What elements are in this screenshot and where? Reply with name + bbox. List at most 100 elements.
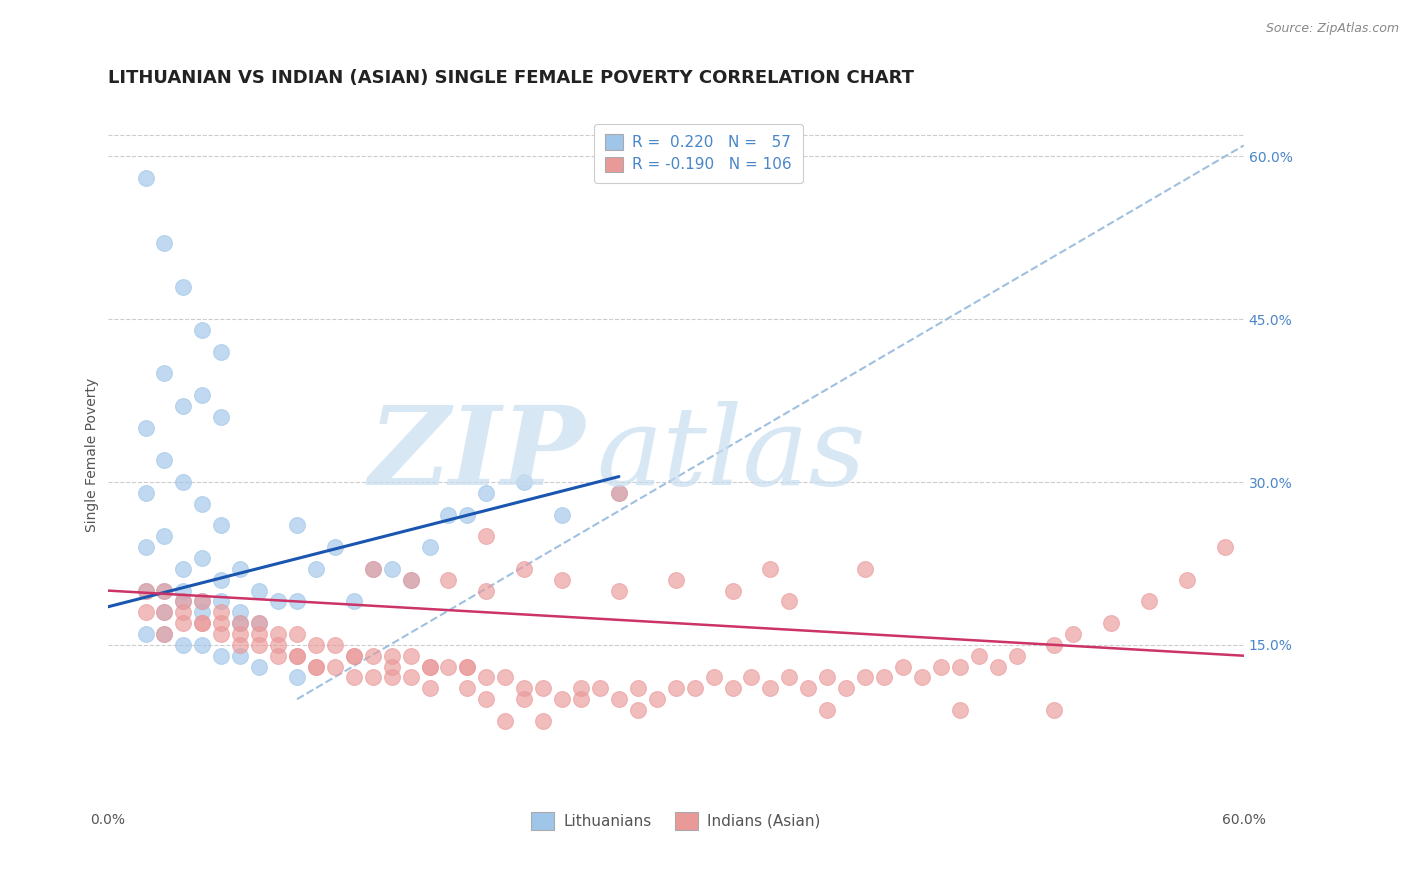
- Point: [1043, 703, 1066, 717]
- Point: [437, 508, 460, 522]
- Point: [153, 529, 176, 543]
- Point: [399, 670, 422, 684]
- Point: [665, 573, 688, 587]
- Point: [551, 692, 574, 706]
- Point: [1213, 540, 1236, 554]
- Point: [343, 648, 366, 663]
- Point: [419, 659, 441, 673]
- Point: [323, 659, 346, 673]
- Point: [721, 583, 744, 598]
- Point: [361, 670, 384, 684]
- Point: [759, 681, 782, 696]
- Point: [191, 497, 214, 511]
- Point: [191, 616, 214, 631]
- Point: [740, 670, 762, 684]
- Point: [153, 236, 176, 251]
- Point: [475, 670, 498, 684]
- Point: [551, 573, 574, 587]
- Point: [267, 627, 290, 641]
- Point: [873, 670, 896, 684]
- Point: [229, 616, 252, 631]
- Point: [967, 648, 990, 663]
- Point: [645, 692, 668, 706]
- Point: [456, 508, 478, 522]
- Point: [191, 388, 214, 402]
- Point: [607, 692, 630, 706]
- Point: [399, 573, 422, 587]
- Point: [153, 627, 176, 641]
- Point: [361, 648, 384, 663]
- Point: [209, 605, 232, 619]
- Point: [191, 605, 214, 619]
- Point: [513, 562, 536, 576]
- Point: [247, 638, 270, 652]
- Point: [285, 594, 308, 608]
- Point: [949, 703, 972, 717]
- Point: [209, 616, 232, 631]
- Point: [381, 648, 404, 663]
- Y-axis label: Single Female Poverty: Single Female Poverty: [86, 377, 100, 532]
- Point: [285, 670, 308, 684]
- Point: [229, 638, 252, 652]
- Point: [797, 681, 820, 696]
- Point: [627, 703, 650, 717]
- Point: [134, 171, 156, 186]
- Point: [361, 562, 384, 576]
- Point: [172, 562, 194, 576]
- Text: Source: ZipAtlas.com: Source: ZipAtlas.com: [1265, 22, 1399, 36]
- Point: [172, 594, 194, 608]
- Text: LITHUANIAN VS INDIAN (ASIAN) SINGLE FEMALE POVERTY CORRELATION CHART: LITHUANIAN VS INDIAN (ASIAN) SINGLE FEMA…: [108, 69, 914, 87]
- Point: [399, 648, 422, 663]
- Point: [607, 486, 630, 500]
- Point: [134, 540, 156, 554]
- Point: [381, 562, 404, 576]
- Point: [153, 453, 176, 467]
- Point: [285, 627, 308, 641]
- Point: [419, 659, 441, 673]
- Point: [1062, 627, 1084, 641]
- Point: [1099, 616, 1122, 631]
- Point: [778, 670, 800, 684]
- Point: [209, 627, 232, 641]
- Point: [437, 659, 460, 673]
- Point: [323, 638, 346, 652]
- Point: [815, 670, 838, 684]
- Point: [209, 573, 232, 587]
- Point: [267, 648, 290, 663]
- Point: [343, 594, 366, 608]
- Point: [267, 594, 290, 608]
- Point: [191, 616, 214, 631]
- Point: [191, 638, 214, 652]
- Point: [1005, 648, 1028, 663]
- Point: [172, 638, 194, 652]
- Point: [494, 670, 516, 684]
- Point: [191, 594, 214, 608]
- Point: [191, 594, 214, 608]
- Point: [343, 648, 366, 663]
- Point: [513, 692, 536, 706]
- Point: [551, 508, 574, 522]
- Point: [475, 486, 498, 500]
- Point: [683, 681, 706, 696]
- Point: [343, 670, 366, 684]
- Point: [381, 670, 404, 684]
- Point: [134, 583, 156, 598]
- Point: [153, 605, 176, 619]
- Point: [475, 692, 498, 706]
- Point: [247, 616, 270, 631]
- Point: [172, 475, 194, 489]
- Point: [285, 648, 308, 663]
- Point: [229, 627, 252, 641]
- Point: [949, 659, 972, 673]
- Point: [513, 475, 536, 489]
- Point: [891, 659, 914, 673]
- Point: [513, 681, 536, 696]
- Point: [134, 583, 156, 598]
- Point: [361, 562, 384, 576]
- Point: [172, 605, 194, 619]
- Point: [172, 399, 194, 413]
- Point: [531, 714, 554, 728]
- Point: [247, 627, 270, 641]
- Point: [247, 616, 270, 631]
- Point: [569, 681, 592, 696]
